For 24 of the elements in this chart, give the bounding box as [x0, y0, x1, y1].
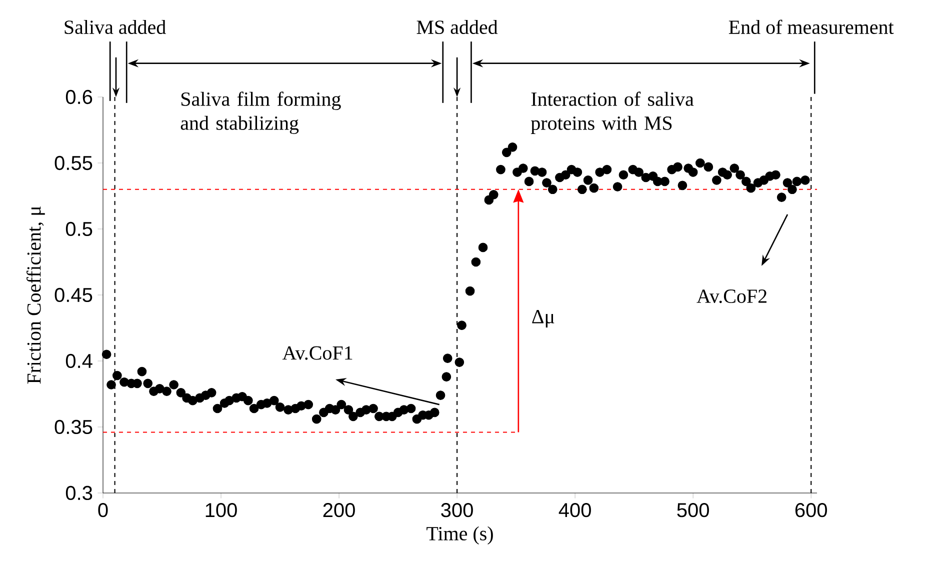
- y-tick-label: 0.55: [54, 156, 92, 170]
- annotation: Av.CoF1: [282, 346, 352, 360]
- y-axis-title: Friction Coefficient, μ: [26, 206, 45, 384]
- x-axis-title: Time (s): [426, 526, 493, 544]
- y-tick-label: 0.35: [54, 420, 92, 434]
- ref-line-label: Saliva added: [64, 20, 166, 34]
- y-tick-label: 0.3: [66, 486, 92, 500]
- y-tick-label: 0.6: [66, 90, 92, 104]
- annotation: Δμ: [532, 310, 554, 328]
- ref-line-label: MS added: [416, 20, 498, 34]
- annotation: Saliva film forming and stabilizing: [180, 92, 341, 134]
- x-tick-label: 0: [98, 503, 108, 518]
- x-tick-label: 200: [323, 503, 355, 518]
- annotation: Av.CoF2: [696, 290, 766, 304]
- ref-line-label: End of measurement: [728, 20, 894, 34]
- annotation: Interaction of saliva proteins with MS: [530, 92, 694, 134]
- x-tick-label: 300: [441, 503, 473, 518]
- x-tick-label: 100: [206, 503, 237, 518]
- x-tick-label: 600: [795, 503, 827, 518]
- y-tick-label: 0.5: [66, 222, 92, 236]
- x-tick-label: 500: [677, 503, 709, 518]
- y-tick-label: 0.4: [66, 354, 92, 368]
- x-tick-label: 400: [558, 503, 591, 518]
- y-tick-label: 0.45: [54, 288, 92, 302]
